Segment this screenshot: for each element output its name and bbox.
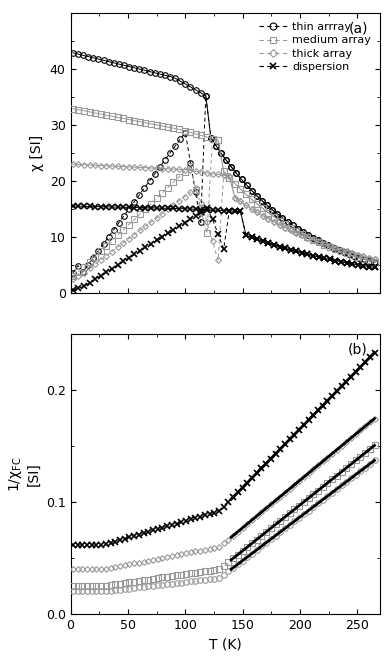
Y-axis label: 1/χ$_{\mathrm{FC}}$
[SI]: 1/χ$_{\mathrm{FC}}$ [SI] [7,456,40,492]
Legend: thin arrray, medium array, thick array, dispersion: thin arrray, medium array, thick array, … [256,18,375,75]
Y-axis label: χ [SI]: χ [SI] [30,135,44,171]
Text: (a): (a) [348,22,368,36]
X-axis label: T (K): T (K) [209,637,242,651]
Text: (b): (b) [348,343,368,357]
